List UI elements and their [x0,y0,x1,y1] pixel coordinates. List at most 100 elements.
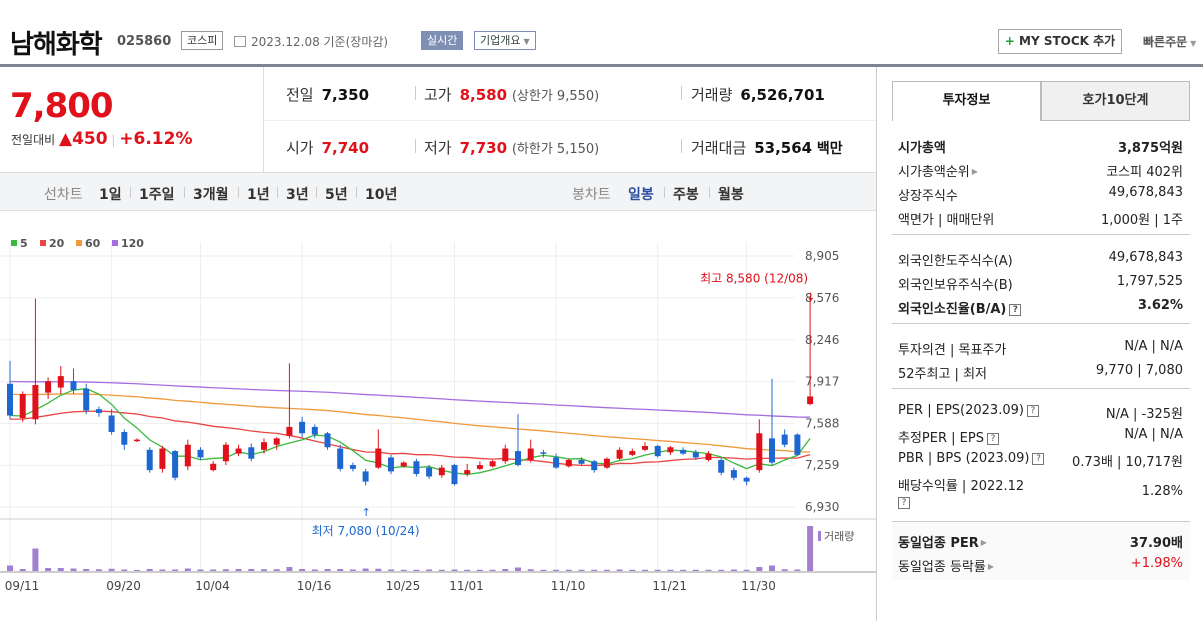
foreign-hold-value: 1,797,525 [1116,274,1183,289]
volume-bar [108,568,115,571]
candle-monthly[interactable]: 월봉 [718,187,744,203]
x-tick-label: 11/10 [551,579,586,593]
x-tick-label: 11/21 [652,579,687,593]
separator [184,187,185,198]
high-label: 고가 [424,86,452,104]
volume-bar [769,565,775,571]
volume-legend-label: 거래량 [824,530,854,543]
period-10y[interactable]: 10년 [365,187,398,203]
volume-bar [794,569,801,571]
candle-daily[interactable]: 일봉 [628,187,654,203]
change-percent: +6.12% [119,129,193,149]
candle-body [222,444,229,462]
volume-bar [159,569,166,571]
candle-body [451,465,458,485]
week52-value: 9,770 | 7,080 [1095,363,1183,378]
period-5y[interactable]: 5년 [325,187,348,203]
candle-body [705,453,712,460]
separator [277,187,278,198]
plus-icon: + [1004,34,1020,48]
help-icon[interactable]: ? [986,433,999,445]
arrow-right-icon: ▶ [971,167,978,176]
candle-body [70,381,77,391]
period-1w[interactable]: 1주일 [139,187,175,203]
separator [681,86,682,100]
y-tick-label: 8,905 [805,249,839,263]
volume-bar [184,568,191,571]
volume-bar [349,569,356,571]
volume-bar [730,569,737,571]
volume-bar [146,569,153,571]
foreign-hold-label: 외국인보유주식수(B) [898,278,1013,293]
candle-body [527,448,534,460]
legend-swatch [40,240,46,246]
candle-body [349,465,356,469]
tab-hoga-10[interactable]: 호가10단계 [1041,81,1190,121]
help-icon[interactable]: ? [1026,405,1039,417]
par-value: 1,000원 | 1주 [1100,213,1183,228]
candle-body [489,461,496,467]
candle-body [807,396,814,405]
realtime-button[interactable]: 실시간 [421,31,464,50]
trade-amount: 거래대금 53,564 백만 [691,137,843,158]
candle-body [743,477,750,482]
period-1d[interactable]: 1일 [99,187,122,203]
high-value: 8,580 [459,86,508,104]
foreign-limit-value: 49,678,843 [1108,250,1183,265]
lower-limit: (하한가 5,150) [511,142,600,157]
foreign-limit-label: 외국인한도주식수(A) [898,254,1013,269]
candle-body [769,438,775,463]
low-value: 7,730 [459,139,508,157]
candle-body [235,448,242,454]
open-label: 시가 [286,139,314,157]
candle-body [210,463,217,471]
tab-investment-info[interactable]: 투자정보 [892,81,1041,121]
dividend-value: 1.28% [1141,484,1183,499]
candle-body [426,467,433,477]
y-tick-label: 6,930 [805,500,839,514]
quick-order-label: 빠른주문 [1143,35,1188,49]
separator [415,86,416,100]
arrow-right-icon: ▶ [987,562,995,571]
candle-body [375,448,382,468]
stock-code: 025860 [117,34,172,49]
volume-bar [553,569,560,571]
ma20-line [9,410,811,467]
volume-bar [273,569,280,571]
volume-bar [781,569,788,571]
foreign-ratio-label: 외국인소진율(B/A)? [898,298,1022,317]
candle-chart-label: 봉차트 [572,187,611,203]
volume-bar [311,569,318,571]
volume-bar [83,569,90,571]
dividend-help: ? [898,495,910,510]
low-label: 저가 [424,139,452,157]
volume-bar [451,569,458,571]
stock-name: 남해화학 [10,30,103,60]
calendar-icon [234,36,246,47]
help-icon[interactable]: ? [898,497,910,509]
amount-value: 53,564 [754,139,813,157]
par-label: 액면가 | 매매단위 [898,213,995,228]
volume-bar [375,568,382,571]
mystock-add-button[interactable]: + MY STOCK 추가 [998,29,1122,54]
period-3m[interactable]: 3개월 [193,187,229,203]
help-icon[interactable]: ? [1009,304,1022,316]
arrow-right-icon: ▶ [980,538,987,547]
volume-bar [426,569,433,571]
period-3y[interactable]: 3년 [286,187,309,203]
help-icon[interactable]: ? [1032,453,1045,465]
volume-bar [70,568,77,571]
volume-label: 거래량 [691,86,733,104]
candle-weekly[interactable]: 주봉 [673,187,699,203]
candle-body [464,470,471,474]
company-info-dropdown[interactable]: 기업개요 ▼ [474,31,536,50]
volume-bar [95,569,102,571]
legend-label: 20 [49,237,65,250]
quick-order-menu[interactable]: 빠른주문 ▼ [1143,33,1196,50]
x-tick-label: 10/25 [386,579,421,593]
candle-body [680,449,687,454]
period-1y[interactable]: 1년 [247,187,270,203]
candle-body [108,415,115,433]
est-per-value: N/A | N/A [1124,427,1183,442]
candle-body [502,448,509,462]
